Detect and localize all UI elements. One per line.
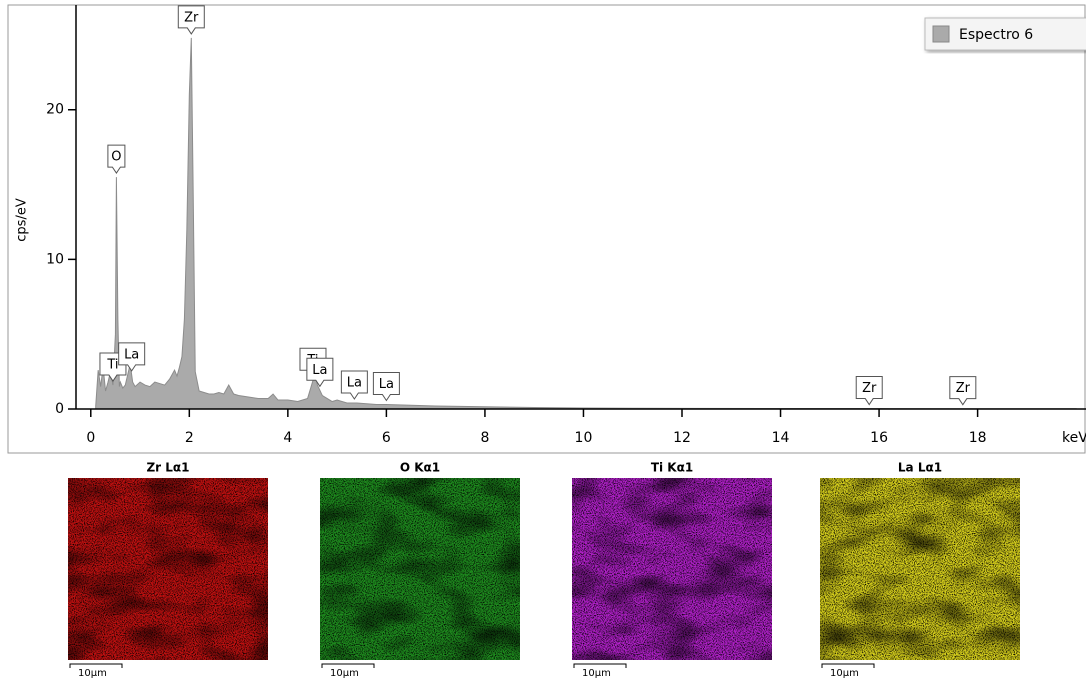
map-title: La Lα1 — [898, 461, 942, 475]
scale-bar-label: 10µm — [582, 668, 611, 679]
x-tick-label: 16 — [870, 430, 888, 446]
x-tick-label: 12 — [673, 430, 691, 446]
x-tick-label: 0 — [86, 430, 95, 446]
x-tick-label: 14 — [772, 430, 790, 446]
element-map: Zr Lα1 10µm — [68, 461, 268, 679]
peak-label-text: La — [379, 377, 394, 392]
x-axis-label: keV — [1062, 430, 1086, 446]
peak-label-text: La — [347, 376, 362, 391]
x-tick-label: 4 — [283, 430, 292, 446]
map-title: O Kα1 — [400, 461, 440, 475]
map-title: Zr Lα1 — [146, 461, 189, 475]
peak-label-text: Zr — [184, 10, 199, 25]
scale-bar-label: 10µm — [78, 668, 107, 679]
y-tick-label: 0 — [55, 401, 64, 417]
map-noise — [572, 478, 772, 660]
map-noise — [68, 478, 268, 660]
peak-label-text: La — [124, 347, 139, 362]
map-noise — [320, 478, 520, 660]
map-title: Ti Kα1 — [651, 461, 693, 475]
element-map: Ti Kα1 10µm — [572, 461, 772, 679]
x-tick-label: 6 — [382, 430, 391, 446]
chart: cps/eV keV 0 10 20 0 2 4 6 8 10 12 14 16 18 Ti O La Zr Ti… — [0, 0, 1086, 679]
element-map: La Lα1 10µm — [820, 461, 1020, 679]
legend: Espectro 6 — [925, 18, 1086, 50]
x-tick-label: 18 — [969, 430, 987, 446]
y-axis-label: cps/eV — [15, 198, 30, 242]
element-map: O Kα1 10µm — [320, 461, 520, 679]
x-tick-label: 10 — [575, 430, 593, 446]
page: cps/eV keV 0 10 20 0 2 4 6 8 10 12 14 16 18 Ti O La Zr Ti… — [0, 0, 1086, 679]
legend-swatch — [933, 26, 949, 42]
peak-label-text: O — [111, 150, 121, 165]
peak-label-text: La — [312, 363, 327, 378]
peak-label-text: Ti — [106, 358, 118, 373]
legend-label: Espectro 6 — [959, 27, 1033, 43]
peak-label-text: Zr — [956, 381, 971, 396]
x-tick-label: 8 — [480, 430, 489, 446]
peak-label-text: Zr — [862, 381, 877, 396]
map-noise — [820, 478, 1020, 660]
y-tick-label: 10 — [46, 251, 64, 267]
scale-bar-label: 10µm — [830, 668, 859, 679]
x-tick-label: 2 — [185, 430, 194, 446]
scale-bar-label: 10µm — [330, 668, 359, 679]
y-tick-label: 20 — [46, 102, 64, 118]
